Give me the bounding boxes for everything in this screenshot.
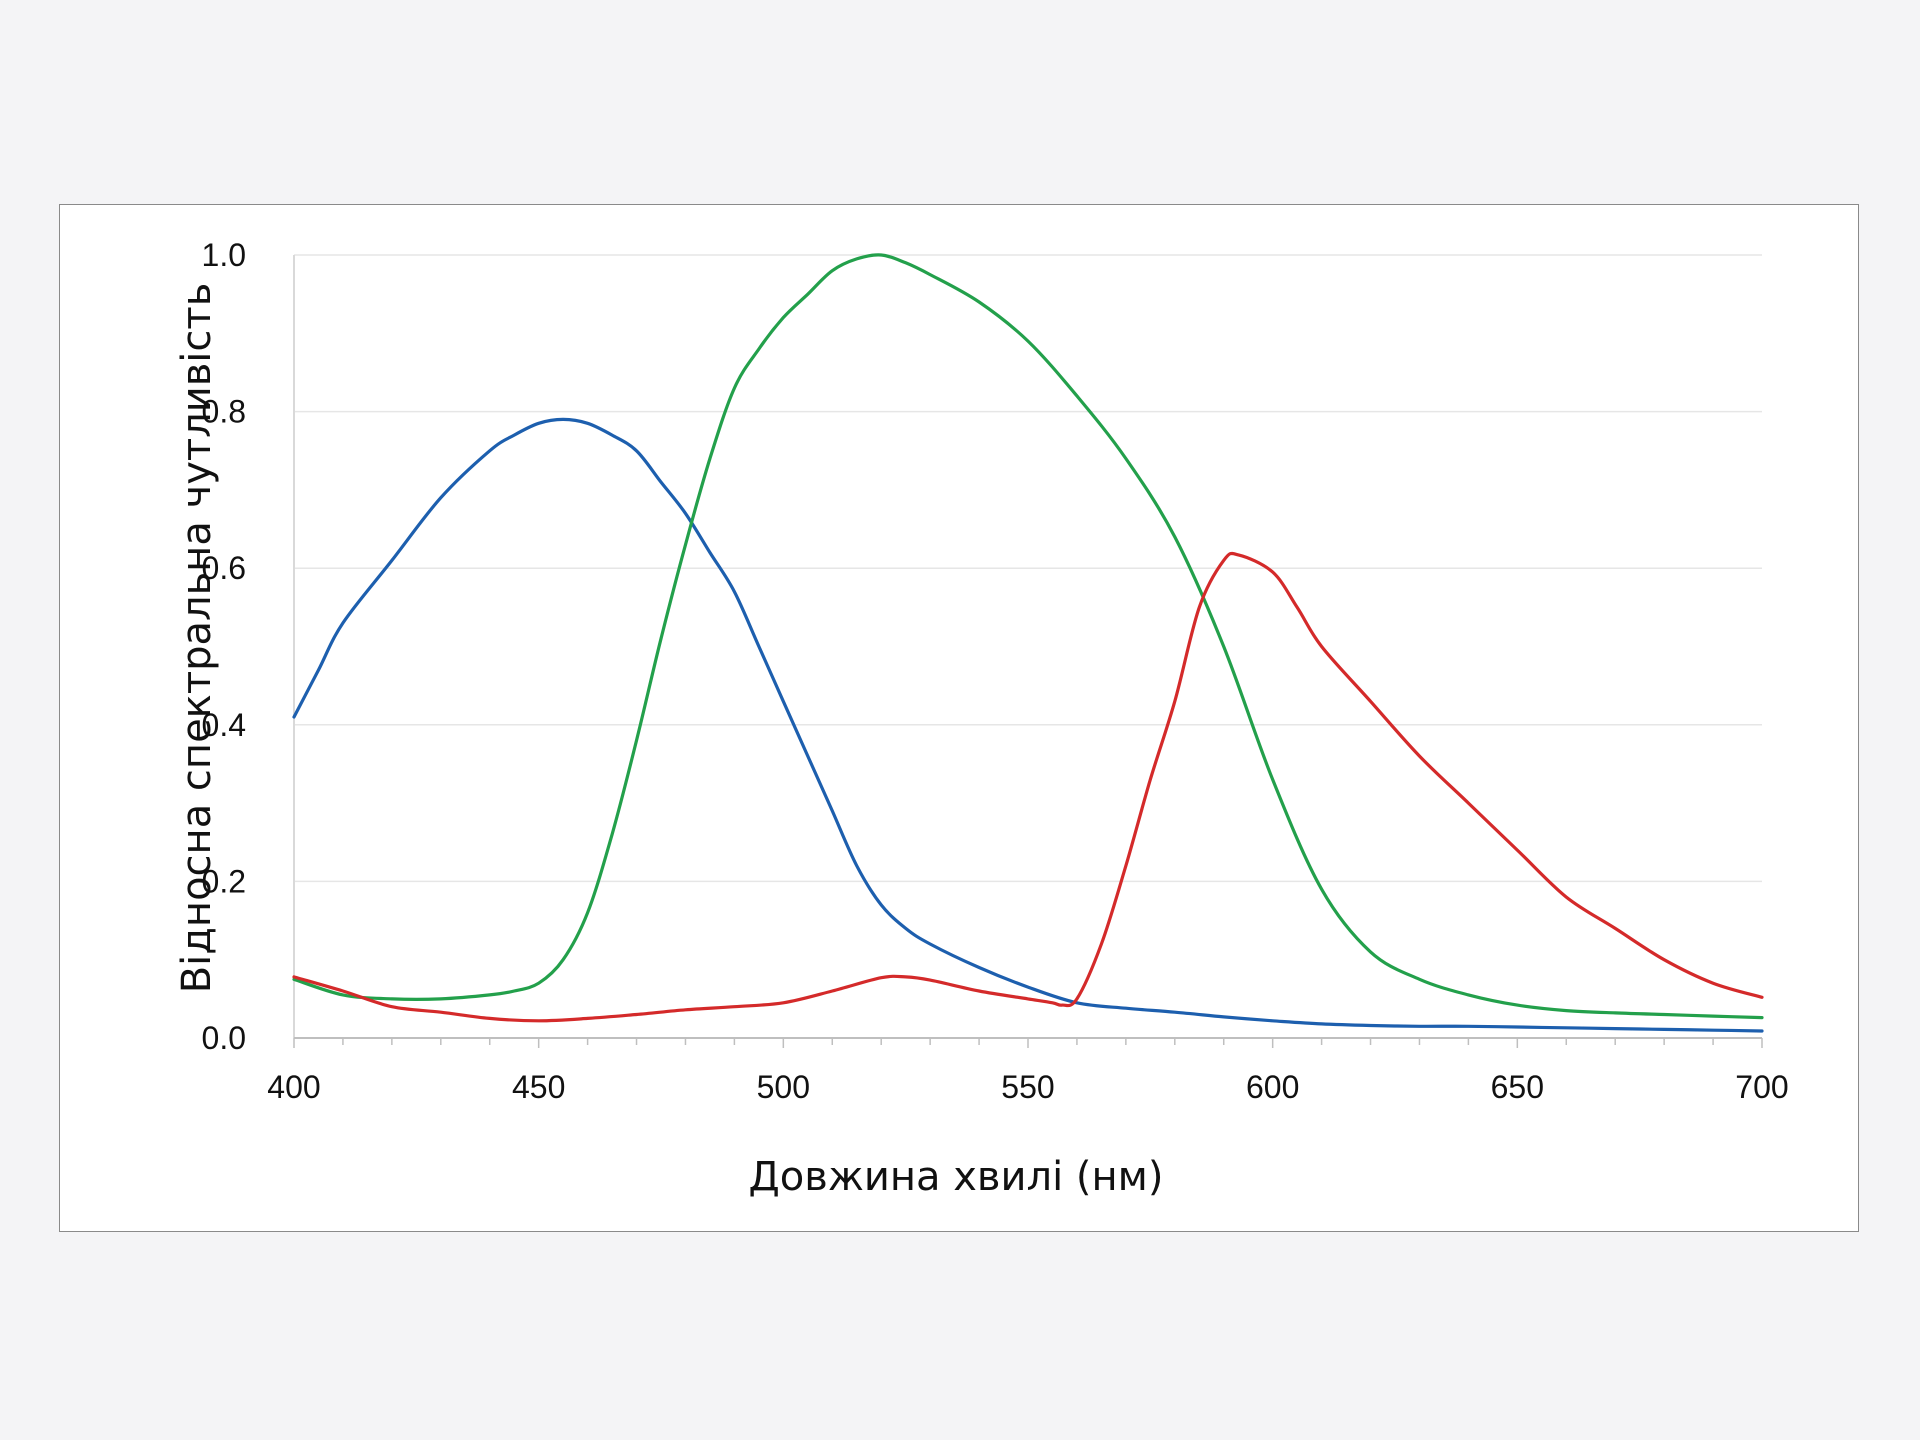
y-tick-label: 0.6	[202, 550, 246, 586]
x-tick-label: 600	[1246, 1069, 1299, 1105]
y-tick-label: 0.2	[202, 863, 246, 899]
x-tick-label: 550	[1001, 1069, 1054, 1105]
y-tick-label: 1.0	[202, 237, 246, 273]
chart-panel: 0.0 0.2 0.4 0.6 0.8 1.0 400 450 500 550 600 650 700 …	[59, 204, 1859, 1232]
series-line-1	[292, 417, 1764, 1033]
series-line-2	[292, 253, 1764, 1020]
x-tick-label: 700	[1735, 1069, 1788, 1105]
label-layer: 0.0 0.2 0.4 0.6 0.8 1.0 400 450 500 550 600 650 700	[202, 237, 1789, 1105]
y-axis-title: Відносна спектральна чутливість	[174, 283, 220, 994]
x-tick-label: 400	[267, 1069, 320, 1105]
x-tick-label: 650	[1491, 1069, 1544, 1105]
series-line-3	[292, 551, 1764, 1023]
series-layer	[292, 253, 1764, 1033]
x-tick-label: 450	[512, 1069, 565, 1105]
x-tick-label: 500	[757, 1069, 810, 1105]
y-tick-label: 0.4	[202, 707, 246, 743]
y-tick-label: 0.8	[202, 394, 246, 430]
y-tick-label: 0.0	[202, 1020, 246, 1056]
grid-layer	[294, 254, 1762, 883]
axis-layer	[293, 255, 1763, 1048]
x-axis-title: Довжина хвилі (нм)	[749, 1154, 1164, 1200]
